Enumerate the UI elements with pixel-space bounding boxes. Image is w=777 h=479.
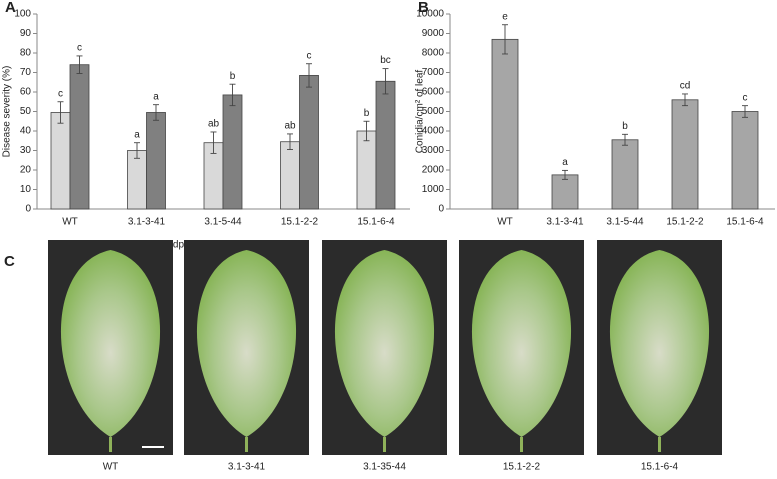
leaf <box>334 250 435 437</box>
x-tick-label: 15.1-6-4 <box>726 217 764 228</box>
significance-label: bc <box>380 55 391 66</box>
error-bar <box>382 68 389 95</box>
x-tick-label: 15.1-2-2 <box>281 217 319 228</box>
error-bar <box>57 101 64 124</box>
error-bar <box>134 142 140 159</box>
significance-label: a <box>153 91 159 102</box>
significance-label: ab <box>284 121 296 132</box>
y-tick-label: 0 <box>438 204 444 215</box>
error-bar <box>229 83 236 107</box>
panel-label: C <box>4 253 15 270</box>
photo-label: 3.1-3-41 <box>228 462 266 473</box>
y-axis-label: Conidia/cm² of leaf <box>415 70 426 154</box>
significance-label: b <box>364 108 370 119</box>
x-tick-label: WT <box>62 217 78 228</box>
y-tick-label: 2000 <box>422 165 445 176</box>
error-bar <box>363 120 370 142</box>
y-tick-label: 9000 <box>422 28 445 39</box>
bar <box>50 112 71 210</box>
bar <box>551 174 579 210</box>
error-bar <box>742 105 748 118</box>
error-bar <box>287 133 293 150</box>
significance-label: cd <box>680 81 691 92</box>
error-bar <box>210 131 217 154</box>
bar <box>611 139 639 210</box>
error-bar <box>622 133 628 146</box>
significance-label: a <box>134 129 140 140</box>
error-bar <box>682 93 688 107</box>
y-tick-label: 4000 <box>422 126 445 137</box>
error-bar <box>306 63 312 88</box>
y-tick-label: 90 <box>20 28 32 39</box>
photo-label: 15.1-6-4 <box>641 462 679 473</box>
y-tick-label: 30 <box>20 145 32 156</box>
leaf <box>60 250 161 437</box>
panel-label: A <box>5 0 16 16</box>
bar <box>375 80 396 210</box>
y-tick-label: 3000 <box>422 145 445 156</box>
x-tick-label: 3.1-3-41 <box>128 217 166 228</box>
significance-label: a <box>562 157 568 168</box>
bar <box>671 99 699 210</box>
significance-label: c <box>743 92 748 103</box>
bar <box>491 38 519 210</box>
leaf <box>609 250 710 437</box>
significance-label: c <box>77 43 82 54</box>
y-tick-label: 50 <box>20 106 32 117</box>
y-tick-label: 7000 <box>422 67 445 78</box>
significance-label: e <box>502 11 508 22</box>
bar <box>731 111 759 210</box>
x-tick-label: 15.1-2-2 <box>666 217 704 228</box>
significance-label: c <box>307 50 312 61</box>
photo-label: 3.1-35-44 <box>363 462 406 473</box>
error-bar <box>153 104 159 121</box>
y-tick-label: 0 <box>25 204 31 215</box>
y-tick-label: 40 <box>20 126 32 137</box>
bar <box>146 112 166 210</box>
x-tick-label: 3.1-5-44 <box>606 217 644 228</box>
y-tick-label: 20 <box>20 165 32 176</box>
bar <box>69 64 90 210</box>
error-bar <box>76 55 83 74</box>
y-tick-label: 6000 <box>422 87 445 98</box>
significance-label: c <box>58 88 63 99</box>
x-tick-label: WT <box>497 217 513 228</box>
bar <box>222 94 243 210</box>
panel-label: B <box>418 0 429 16</box>
significance-label: ab <box>208 119 220 130</box>
significance-label: b <box>622 121 628 132</box>
y-axis-label: Disease severity (%) <box>2 66 13 158</box>
y-tick-label: 100 <box>14 9 31 20</box>
y-tick-label: 8000 <box>422 48 445 59</box>
x-tick-label: 3.1-5-44 <box>204 217 242 228</box>
bar <box>356 130 377 210</box>
bar <box>127 150 147 210</box>
leaf <box>471 250 572 437</box>
leaf <box>196 250 297 437</box>
x-tick-label: 3.1-3-41 <box>546 217 584 228</box>
error-bar <box>562 169 568 180</box>
y-tick-label: 10000 <box>416 9 444 20</box>
y-tick-label: 80 <box>20 48 32 59</box>
bar <box>299 75 319 210</box>
photo-label: WT <box>103 462 119 473</box>
photo-label: 15.1-2-2 <box>503 462 541 473</box>
significance-label: b <box>230 71 236 82</box>
y-tick-label: 5000 <box>422 106 445 117</box>
y-tick-label: 70 <box>20 67 32 78</box>
y-tick-label: 1000 <box>422 184 445 195</box>
y-tick-label: 10 <box>20 184 32 195</box>
bar <box>280 141 300 210</box>
y-tick-label: 60 <box>20 87 32 98</box>
error-bar <box>502 24 508 55</box>
x-tick-label: 15.1-6-4 <box>357 217 395 228</box>
